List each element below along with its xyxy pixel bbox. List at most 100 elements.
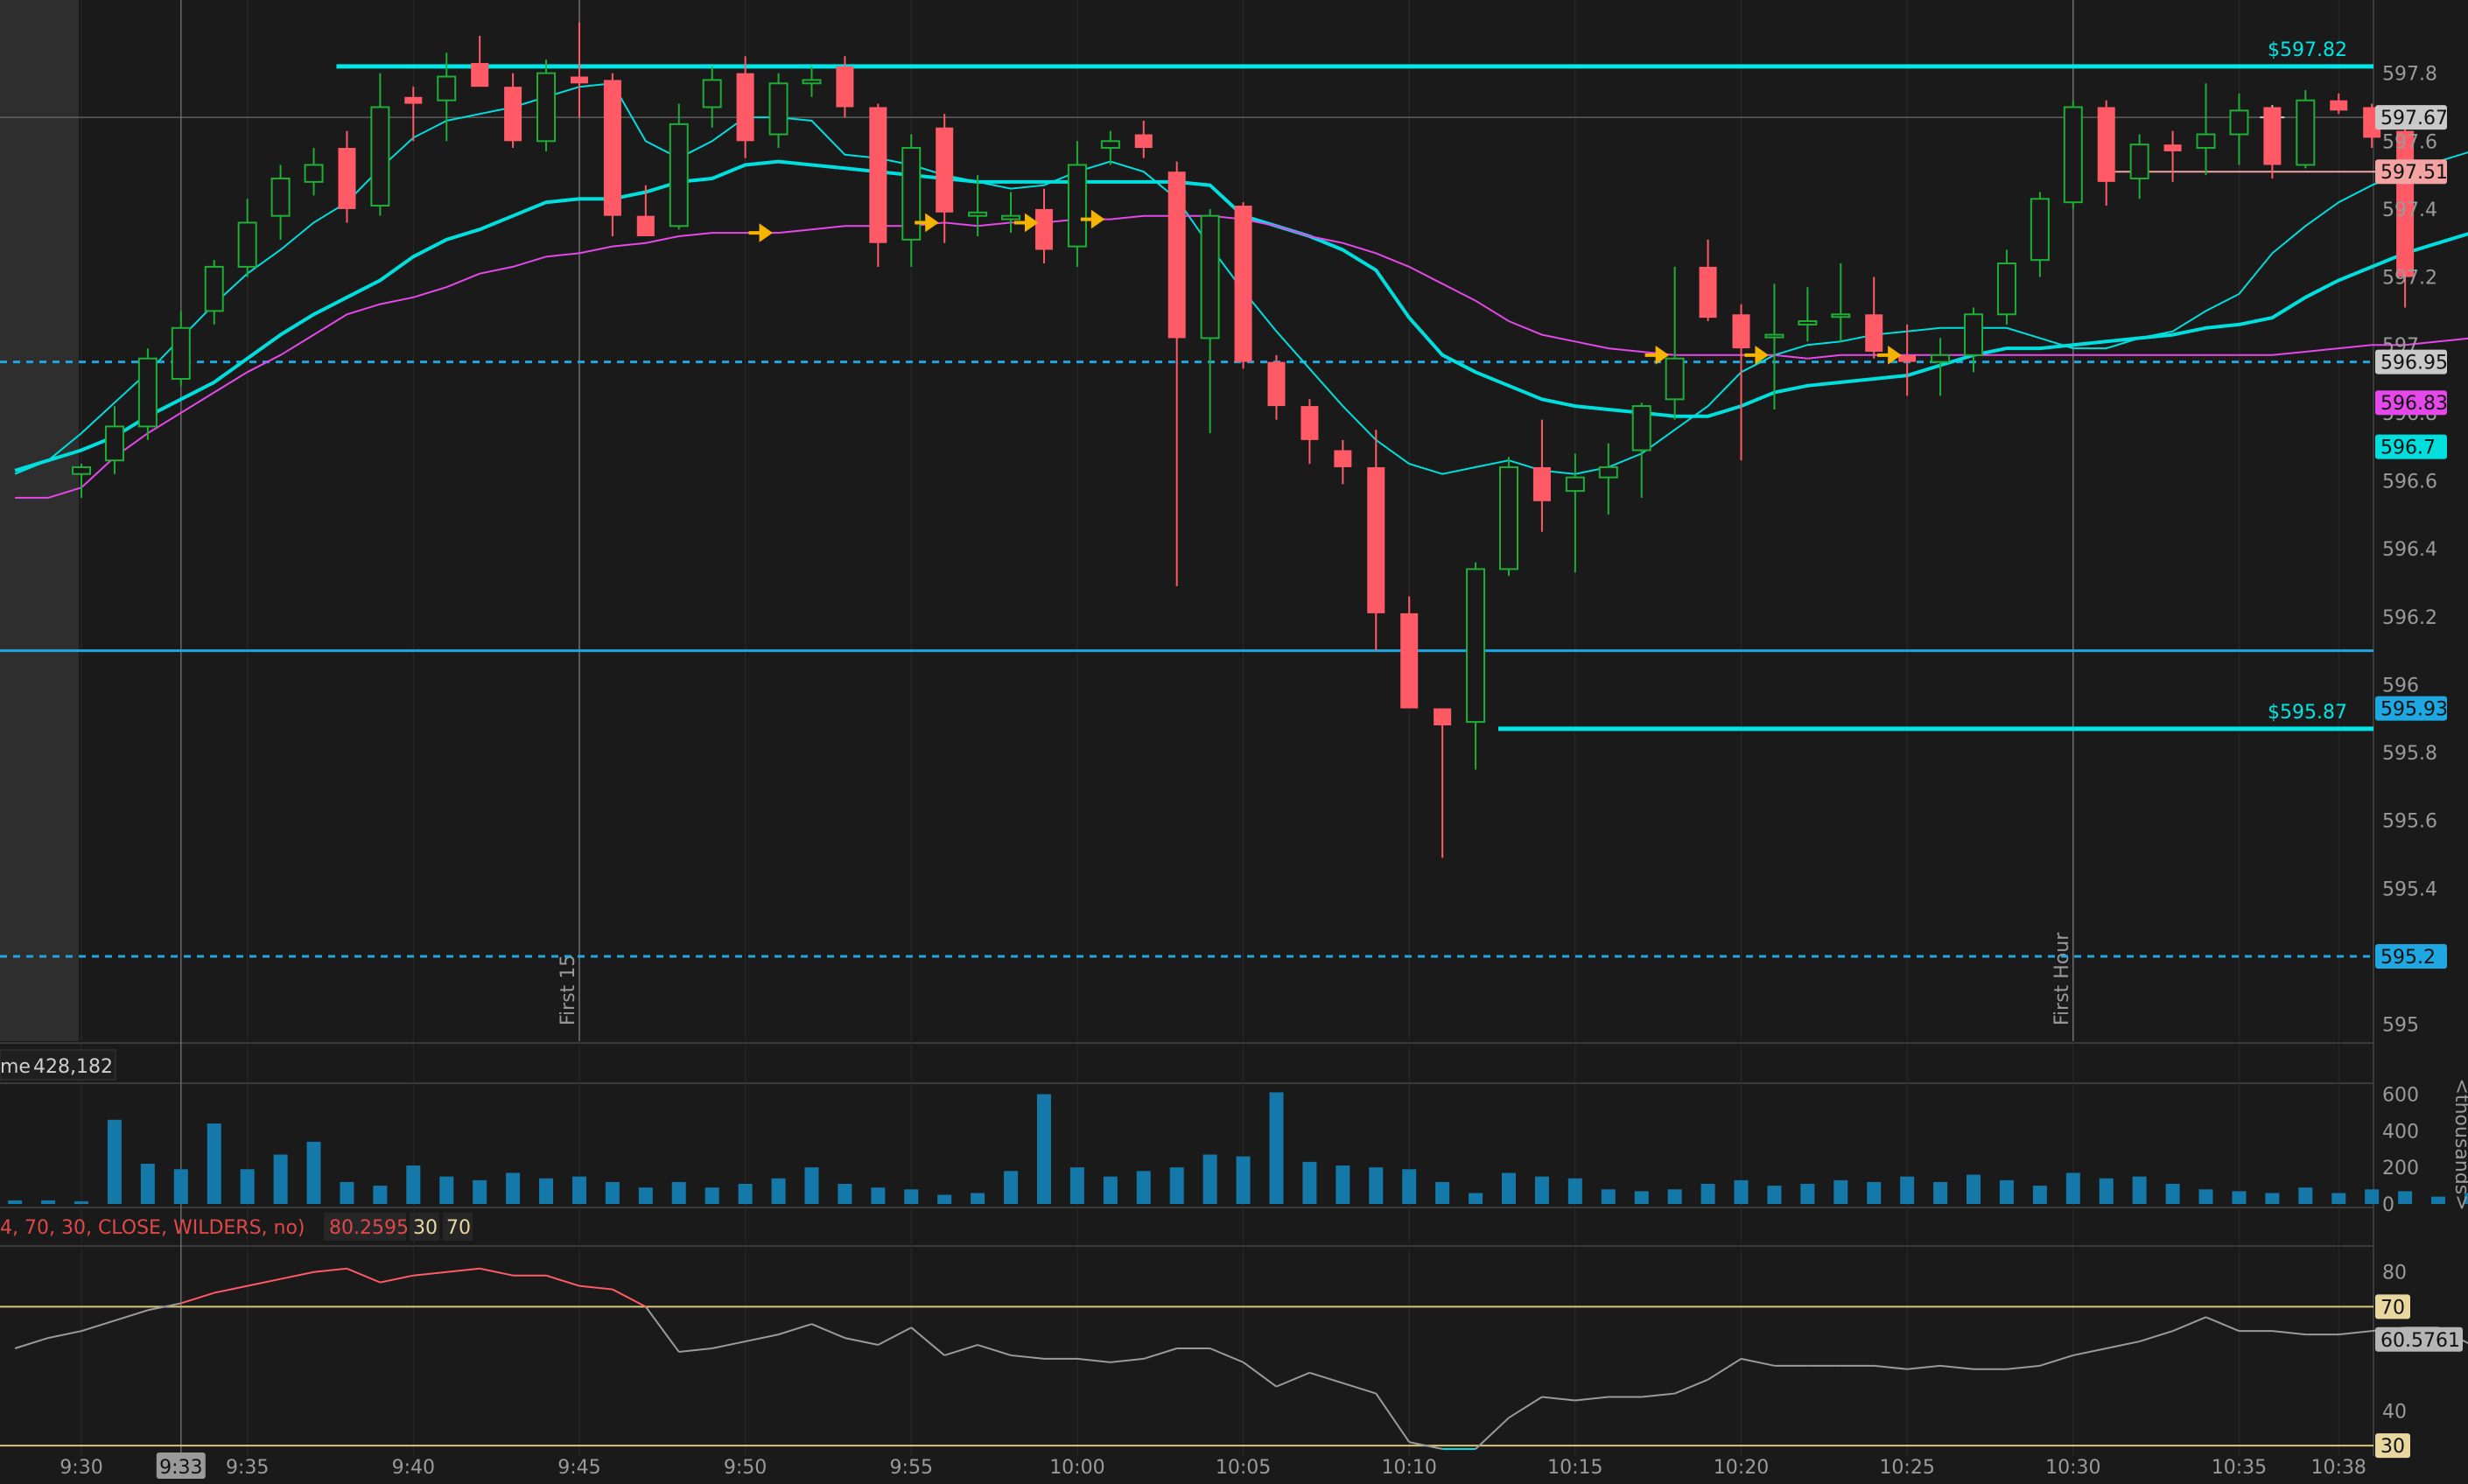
candle[interactable] [736, 56, 754, 158]
candle[interactable] [1532, 419, 1551, 532]
candle[interactable] [603, 73, 621, 236]
candle[interactable] [338, 130, 356, 223]
volume-bar[interactable] [8, 1200, 23, 1204]
volume-bar[interactable] [2198, 1189, 2213, 1204]
candle[interactable] [836, 56, 854, 118]
volume-bar[interactable] [2132, 1176, 2147, 1204]
volume-bar[interactable] [705, 1187, 719, 1204]
candle[interactable] [1831, 263, 1851, 342]
volume-bar[interactable] [1833, 1180, 1848, 1204]
candle[interactable] [270, 164, 291, 240]
volume-bar[interactable] [871, 1187, 886, 1204]
candle[interactable] [137, 348, 158, 440]
volume-bar[interactable] [107, 1119, 122, 1204]
volume-bar[interactable] [406, 1166, 421, 1204]
volume-bar[interactable] [140, 1163, 155, 1204]
volume-bar[interactable] [173, 1169, 188, 1204]
candle[interactable] [1100, 130, 1120, 165]
volume-bar[interactable] [2365, 1189, 2380, 1204]
volume-bar[interactable] [1601, 1189, 1616, 1204]
candle[interactable] [1400, 596, 1419, 709]
candle[interactable] [404, 87, 423, 142]
volume-bar[interactable] [605, 1181, 620, 1204]
volume-bar[interactable] [1435, 1181, 1450, 1204]
candle[interactable] [1764, 284, 1784, 410]
candle[interactable] [2030, 192, 2050, 277]
candle[interactable] [2163, 130, 2182, 182]
volume-bar[interactable] [306, 1141, 321, 1204]
volume-bar[interactable] [1999, 1180, 2014, 1204]
candle[interactable] [1034, 188, 1053, 264]
candle[interactable] [768, 73, 789, 149]
volume-bar[interactable] [1734, 1180, 1749, 1204]
candle[interactable] [869, 103, 887, 267]
volume-bar[interactable] [2265, 1193, 2280, 1204]
volume-bar[interactable] [838, 1183, 852, 1204]
candle[interactable] [1598, 443, 1618, 515]
volume-bar[interactable] [1501, 1172, 1516, 1204]
candle[interactable] [1334, 439, 1352, 485]
volume-bar[interactable] [2099, 1178, 2114, 1204]
candle[interactable] [1067, 141, 1087, 267]
candle[interactable] [669, 103, 689, 230]
candle[interactable] [1466, 562, 1486, 770]
candle[interactable] [1665, 266, 1685, 420]
candle[interactable] [1732, 304, 1750, 461]
volume-bar[interactable] [1136, 1171, 1151, 1204]
volume-bar[interactable] [1004, 1171, 1019, 1204]
candle[interactable] [104, 406, 124, 474]
volume-bar[interactable] [2232, 1191, 2247, 1204]
candle[interactable] [1367, 430, 1385, 651]
candle[interactable] [1167, 161, 1186, 586]
candle[interactable] [536, 60, 557, 151]
volume-bar[interactable] [1302, 1161, 1317, 1204]
candle[interactable] [901, 134, 922, 267]
volume-bar[interactable] [340, 1181, 354, 1204]
candle[interactable] [1865, 276, 1883, 359]
candle[interactable] [204, 260, 224, 325]
volume-bar[interactable] [373, 1186, 388, 1204]
volume-bar[interactable] [1103, 1176, 1118, 1204]
candle[interactable] [636, 185, 655, 236]
candle[interactable] [1898, 324, 1917, 396]
candle[interactable] [1565, 453, 1585, 573]
candle[interactable] [171, 311, 191, 386]
volume-bar[interactable] [1036, 1094, 1051, 1204]
volume-bar[interactable] [2032, 1186, 2047, 1204]
volume-bar[interactable] [1867, 1181, 1882, 1204]
volume-bar[interactable] [439, 1176, 454, 1204]
candle[interactable] [504, 73, 522, 149]
candle[interactable] [1699, 239, 1717, 322]
candle[interactable] [72, 464, 91, 498]
candle[interactable] [1134, 120, 1153, 158]
volume-bar[interactable] [1369, 1167, 1384, 1204]
volume-bar[interactable] [1402, 1169, 1417, 1204]
candle[interactable] [1267, 354, 1286, 420]
volume-bar[interactable] [738, 1183, 753, 1204]
volume-bar[interactable] [473, 1180, 487, 1204]
volume-bar[interactable] [1767, 1186, 1782, 1204]
volume-bar[interactable] [1667, 1189, 1682, 1204]
candle[interactable] [2129, 134, 2149, 200]
candle[interactable] [2229, 93, 2249, 165]
volume-bar[interactable] [904, 1189, 919, 1204]
volume-bar[interactable] [240, 1169, 255, 1204]
candle[interactable] [702, 66, 722, 128]
volume-bar[interactable] [1634, 1191, 1649, 1204]
candle[interactable] [1964, 307, 1984, 373]
candle[interactable] [936, 114, 954, 243]
volume-bar[interactable] [74, 1200, 88, 1204]
volume-bar[interactable] [2065, 1172, 2080, 1204]
volume-bar[interactable] [2398, 1191, 2413, 1204]
candle[interactable] [570, 22, 588, 118]
candle[interactable] [1234, 202, 1252, 369]
volume-bar[interactable] [771, 1178, 786, 1204]
candle[interactable] [1200, 208, 1220, 434]
candle[interactable] [1798, 287, 1818, 342]
volume-bar[interactable] [506, 1172, 521, 1204]
volume-bar[interactable] [1933, 1181, 1948, 1204]
volume-bar[interactable] [1900, 1176, 1915, 1204]
candle[interactable] [968, 175, 988, 236]
volume-bar[interactable] [937, 1194, 952, 1204]
